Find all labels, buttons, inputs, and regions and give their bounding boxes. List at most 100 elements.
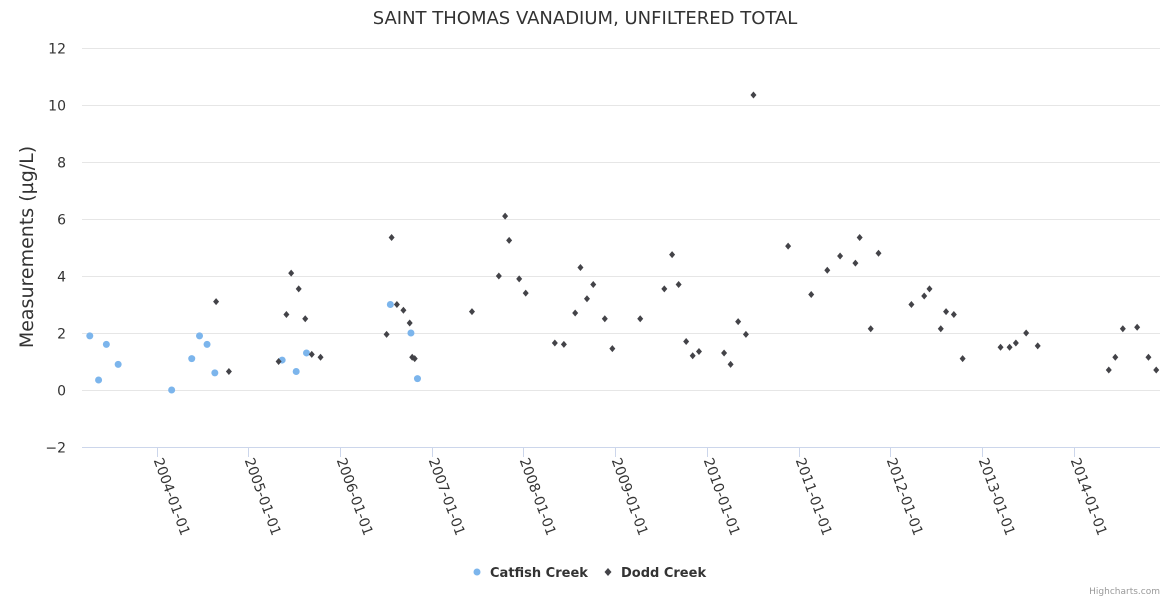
series-catfish-creek: [86, 301, 421, 394]
x-tick-label: 2011-01-01: [792, 456, 835, 538]
data-point[interactable]: [413, 375, 421, 383]
data-point[interactable]: [560, 340, 567, 348]
data-point[interactable]: [1105, 366, 1112, 374]
data-point[interactable]: [675, 281, 682, 289]
data-point[interactable]: [856, 234, 863, 242]
data-point[interactable]: [502, 212, 509, 220]
y-tick-label: −2: [45, 441, 66, 457]
data-point[interactable]: [867, 325, 874, 333]
data-point[interactable]: [1012, 339, 1019, 347]
x-tick-label: 2014-01-01: [1067, 456, 1110, 538]
data-point[interactable]: [727, 360, 734, 368]
data-point[interactable]: [213, 298, 220, 306]
credits-link[interactable]: Highcharts.com: [1089, 587, 1160, 597]
data-point[interactable]: [495, 272, 502, 280]
data-point[interactable]: [1119, 325, 1126, 333]
data-point[interactable]: [388, 234, 395, 242]
data-point[interactable]: [742, 330, 749, 338]
data-point[interactable]: [572, 309, 579, 317]
data-point[interactable]: [302, 315, 309, 323]
data-point[interactable]: [683, 338, 690, 346]
legend-item-catfish-creek[interactable]: Catfish Creek: [473, 566, 589, 581]
data-point[interactable]: [225, 367, 232, 375]
data-point[interactable]: [943, 308, 950, 316]
data-point[interactable]: [406, 319, 413, 327]
x-tick-label: 2006-01-01: [333, 456, 376, 538]
data-point[interactable]: [400, 306, 407, 314]
data-point[interactable]: [102, 340, 110, 348]
data-point[interactable]: [1134, 323, 1141, 331]
data-point[interactable]: [601, 315, 608, 323]
data-point[interactable]: [689, 352, 696, 360]
chart-title: SAINT THOMAS VANADIUM, UNFILTERED TOTAL: [373, 8, 798, 29]
data-point[interactable]: [695, 348, 702, 356]
data-point[interactable]: [583, 295, 590, 303]
data-point[interactable]: [203, 340, 211, 348]
data-point[interactable]: [317, 353, 324, 361]
data-point[interactable]: [86, 332, 94, 340]
data-point[interactable]: [283, 310, 290, 318]
data-point[interactable]: [288, 269, 295, 277]
data-point[interactable]: [386, 301, 394, 308]
data-point[interactable]: [590, 281, 597, 289]
data-point[interactable]: [837, 252, 844, 260]
data-point[interactable]: [735, 318, 742, 326]
x-tick-label: 2005-01-01: [241, 456, 284, 538]
legend: Catfish Creek Dodd Creek: [473, 566, 707, 581]
data-point[interactable]: [808, 291, 815, 299]
data-point[interactable]: [308, 350, 315, 358]
grid-lines: [82, 48, 1160, 448]
data-point[interactable]: [506, 236, 513, 244]
data-point[interactable]: [211, 369, 219, 377]
data-point[interactable]: [407, 329, 415, 337]
series-dodd-creek: [213, 91, 1160, 375]
data-point[interactable]: [383, 330, 390, 338]
legend-catfish-label: Catfish Creek: [490, 566, 588, 581]
data-point[interactable]: [292, 367, 300, 375]
data-point[interactable]: [168, 386, 176, 394]
data-point[interactable]: [609, 345, 616, 353]
data-point[interactable]: [196, 332, 204, 340]
data-point[interactable]: [926, 285, 933, 293]
data-point[interactable]: [950, 310, 957, 318]
data-point[interactable]: [411, 355, 418, 363]
x-tick-label: 2013-01-01: [975, 456, 1018, 538]
data-point[interactable]: [1145, 353, 1152, 361]
data-point[interactable]: [516, 275, 523, 283]
data-point[interactable]: [302, 349, 310, 357]
data-point[interactable]: [908, 301, 915, 308]
data-point[interactable]: [824, 266, 831, 274]
data-point[interactable]: [785, 242, 792, 250]
data-point[interactable]: [295, 285, 302, 293]
data-point[interactable]: [852, 259, 859, 267]
data-point[interactable]: [522, 289, 529, 297]
data-point[interactable]: [551, 339, 558, 347]
data-point[interactable]: [114, 360, 122, 368]
data-point[interactable]: [577, 263, 584, 271]
data-point[interactable]: [997, 343, 1004, 351]
data-point[interactable]: [275, 358, 282, 365]
data-point[interactable]: [750, 91, 757, 99]
data-point[interactable]: [661, 285, 668, 293]
data-point[interactable]: [1023, 329, 1030, 337]
data-point[interactable]: [393, 301, 400, 308]
data-point[interactable]: [921, 292, 928, 300]
data-point[interactable]: [875, 249, 882, 257]
data-point[interactable]: [1006, 343, 1013, 351]
data-point[interactable]: [188, 355, 196, 363]
data-point[interactable]: [637, 315, 644, 323]
y-axis-title: Measurements (µg/L): [16, 146, 38, 348]
x-tick-label: 2010-01-01: [700, 456, 743, 538]
data-point[interactable]: [468, 308, 475, 316]
data-point[interactable]: [95, 376, 103, 384]
data-point[interactable]: [937, 325, 944, 333]
data-point[interactable]: [959, 355, 966, 363]
data-point[interactable]: [721, 349, 728, 357]
x-tick-label: 2008-01-01: [516, 456, 559, 538]
data-point[interactable]: [1153, 366, 1160, 374]
data-point[interactable]: [1112, 353, 1119, 361]
data-point[interactable]: [669, 251, 676, 259]
legend-item-dodd-creek[interactable]: Dodd Creek: [604, 566, 707, 581]
legend-catfish-marker: [473, 568, 481, 576]
data-point[interactable]: [1034, 342, 1041, 350]
